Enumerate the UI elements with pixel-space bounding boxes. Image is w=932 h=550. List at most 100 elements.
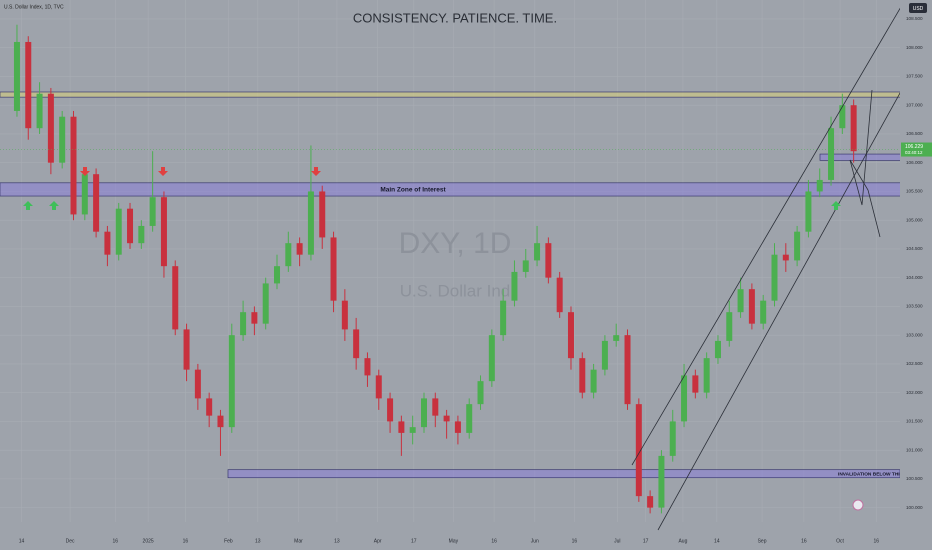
candle-body (839, 105, 846, 129)
x-tick-label: Sep (758, 538, 767, 544)
candle-body (613, 335, 620, 341)
candle-body (726, 312, 733, 341)
channel-upper (631, 0, 906, 466)
last-price-label: 106.229 (905, 144, 923, 150)
candle-body (601, 340, 608, 370)
candle-body (692, 375, 699, 393)
x-tick-label: Apr (374, 538, 382, 544)
x-tick-label: Dec (66, 538, 75, 544)
countdown: 03:40:12 (905, 150, 923, 155)
candle-body (850, 105, 857, 152)
candle-body (579, 358, 586, 393)
candle-body (240, 312, 247, 336)
x-tick-label: Mar (294, 538, 303, 544)
y-tick-label: 106.500 (906, 131, 923, 136)
candle-body (172, 266, 179, 330)
candle-body (466, 404, 473, 433)
candle-body (398, 421, 405, 433)
x-tick-label: Feb (224, 538, 233, 544)
candle-body (816, 179, 823, 192)
candle-body (443, 415, 450, 422)
projection-down (849, 159, 881, 238)
x-tick-label: Oct (836, 538, 844, 544)
x-tick-label: May (449, 538, 459, 544)
zone (0, 91, 906, 98)
x-tick-label: 16 (572, 538, 578, 544)
x-tick-label: 14 (19, 538, 25, 544)
y-tick-label: 108.500 (906, 16, 923, 21)
candle-body (703, 358, 710, 393)
candle-body (647, 496, 654, 508)
candle-body (771, 254, 778, 301)
y-tick-label: 103.500 (906, 304, 923, 309)
candle-body (420, 398, 427, 428)
watermark-subtitle: U.S. Dollar Ind (400, 281, 511, 300)
candle-body (590, 369, 597, 393)
candle-body (556, 277, 563, 313)
candle-body (805, 191, 812, 232)
signal-arrows (23, 167, 841, 210)
candle-body (511, 271, 518, 301)
candle-body (681, 375, 688, 422)
candle-body (25, 41, 32, 129)
candle-body (341, 300, 348, 330)
down-arrow (80, 167, 90, 176)
candle-body (228, 335, 235, 428)
candle-body (500, 300, 507, 336)
x-tick-label: 16 (491, 538, 497, 544)
x-tick-label: 2025 (143, 538, 154, 544)
logo-badge (852, 499, 864, 511)
candle-body (47, 93, 54, 163)
y-tick-label: 104.000 (906, 275, 923, 280)
candle-body (760, 300, 767, 324)
x-tick-label: Aug (678, 538, 687, 544)
y-tick-label: 100.000 (906, 505, 923, 510)
candle-body (36, 93, 43, 129)
candle-body (534, 243, 541, 261)
price-axis (900, 0, 932, 550)
x-tick-label: 14 (714, 538, 720, 544)
candle-body (748, 289, 755, 324)
candle-body (194, 369, 201, 399)
up-arrow (49, 201, 59, 210)
x-tick-label: 16 (873, 538, 879, 544)
candle-body (330, 237, 337, 301)
watermark: DXY, 1D (399, 227, 512, 260)
y-tick-label: 103.000 (906, 332, 923, 337)
candle-body (522, 260, 529, 272)
channel-lower (657, 74, 911, 531)
candle-body (149, 197, 156, 226)
y-tick-label: 102.000 (906, 390, 923, 395)
y-tick-label: 107.500 (906, 74, 923, 79)
zone-label: INVALIDATION BELOW THIS ZONE (838, 471, 918, 477)
candle-body (160, 197, 167, 267)
candle-body (364, 358, 371, 376)
candle-body (93, 174, 100, 232)
candles (13, 24, 857, 514)
x-tick-label: 16 (113, 538, 119, 544)
y-tick-label: 105.000 (906, 217, 923, 222)
candle-body (251, 312, 258, 324)
candle-body (262, 283, 269, 324)
chart-title: CONSISTENCY. PATIENCE. TIME. (353, 10, 557, 25)
down-arrow (311, 167, 321, 176)
y-tick-label: 105.500 (906, 189, 923, 194)
symbol-label: U.S. Dollar Index, 1D, TVC (4, 4, 64, 10)
y-tick-label: 106.000 (906, 160, 923, 165)
y-tick-label: 108.000 (906, 45, 923, 50)
candle-body (409, 427, 416, 433)
zone (227, 469, 901, 479)
x-tick-label: Jul (614, 538, 620, 544)
candle-body (794, 231, 801, 261)
zone (0, 182, 909, 197)
x-tick-label: Jun (531, 538, 539, 544)
zone-label: Main Zone of Interest (380, 186, 446, 193)
x-tick-label: 16 (801, 538, 807, 544)
candle-body (274, 266, 281, 284)
candle-body (206, 398, 213, 416)
x-tick-label: 17 (643, 538, 649, 544)
candle-body (567, 312, 574, 359)
